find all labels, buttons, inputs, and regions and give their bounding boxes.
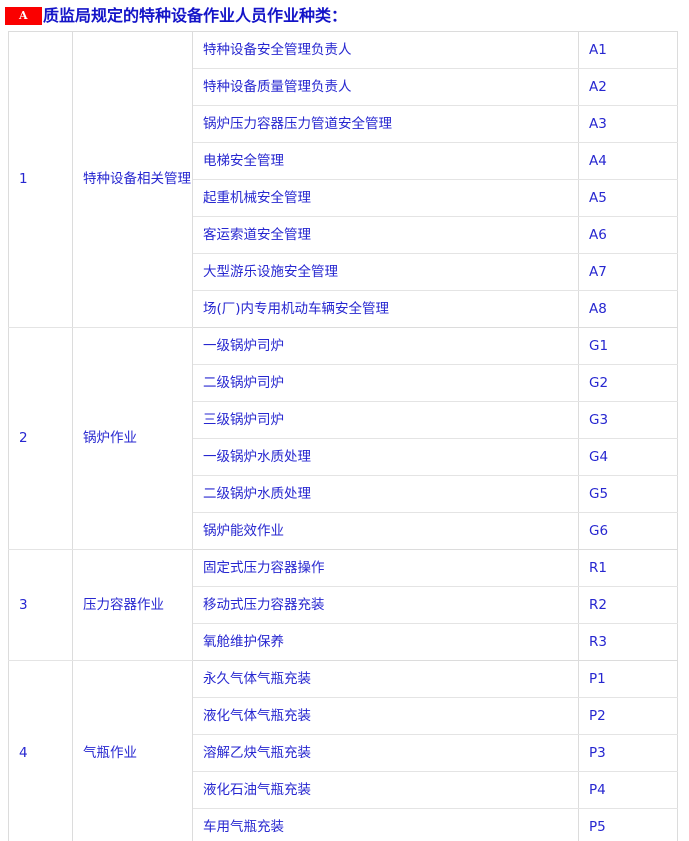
work-item-name-cell: 大型游乐设施安全管理 [192,253,579,291]
table-row: 一级锅炉水质处理 G4 [9,438,678,476]
work-item-code-cell: A3 [578,105,678,143]
work-item-code-cell: A8 [578,290,678,328]
work-kinds-table-body: 1 特种设备相关管理 特种设备安全管理负责人 A1 特种设备质量管理负责人 A2 锅炉压力容… [8,31,678,841]
work-item-code-cell: A4 [578,142,678,180]
table-row: 移动式压力容器充装 R2 [9,586,678,624]
work-item-name-cell: 液化气体气瓶充装 [192,697,579,735]
work-item-name-cell: 锅炉压力容器压力管道安全管理 [192,105,579,143]
group-category-cell: 气瓶作业 [72,660,193,841]
table-row: 二级锅炉司炉 G2 [9,364,678,402]
work-item-name-cell: 锅炉能效作业 [192,512,579,550]
table-row: 二级锅炉水质处理 G5 [9,475,678,513]
page-title: 质监局规定的特种设备作业人员作业种类： [43,5,348,25]
group-number-cell: 4 [8,660,73,841]
work-item-name-cell: 永久气体气瓶充装 [192,660,579,698]
work-item-code-cell: P4 [578,771,678,809]
work-item-code-cell: R1 [578,549,678,587]
section-badge-a: A [5,6,42,25]
table-row: 车用气瓶充装 P5 [9,808,678,841]
work-item-name-cell: 起重机械安全管理 [192,179,579,217]
work-item-name-cell: 客运索道安全管理 [192,216,579,254]
work-item-code-cell: G1 [578,327,678,365]
group-number-cell: 1 [8,31,73,328]
work-item-name-cell: 一级锅炉司炉 [192,327,579,365]
work-item-code-cell: A6 [578,216,678,254]
work-item-code-cell: G2 [578,364,678,402]
table-row: 锅炉能效作业 G6 [9,512,678,550]
work-item-code-cell: G4 [578,438,678,476]
table-row: 液化石油气瓶充装 P4 [9,771,678,809]
table-row: 电梯安全管理 A4 [9,142,678,180]
table-row: 锅炉压力容器压力管道安全管理 A3 [9,105,678,143]
work-item-name-cell: 特种设备质量管理负责人 [192,68,579,106]
table-row: 客运索道安全管理 A6 [9,216,678,254]
group-category-cell: 特种设备相关管理 [72,31,193,328]
table-row: 起重机械安全管理 A5 [9,179,678,217]
work-item-name-cell: 电梯安全管理 [192,142,579,180]
page-header: A 质监局规定的特种设备作业人员作业种类： [0,0,689,31]
table-row: 特种设备质量管理负责人 A2 [9,68,678,106]
group-category-cell: 压力容器作业 [72,549,193,661]
work-item-code-cell: P3 [578,734,678,772]
work-item-code-cell: A1 [578,31,678,69]
work-item-name-cell: 氧舱维护保养 [192,623,579,661]
group-category-cell: 锅炉作业 [72,327,193,550]
table-row: 三级锅炉司炉 G3 [9,401,678,439]
work-item-code-cell: P1 [578,660,678,698]
work-item-name-cell: 液化石油气瓶充装 [192,771,579,809]
work-item-code-cell: A7 [578,253,678,291]
work-item-name-cell: 二级锅炉水质处理 [192,475,579,513]
table-row: 液化气体气瓶充装 P2 [9,697,678,735]
table-row: 氧舱维护保养 R3 [9,623,678,661]
work-item-name-cell: 二级锅炉司炉 [192,364,579,402]
work-kinds-table: 1 特种设备相关管理 特种设备安全管理负责人 A1 特种设备质量管理负责人 A2 锅炉压力容… [8,31,678,841]
table-row: 大型游乐设施安全管理 A7 [9,253,678,291]
work-item-code-cell: A2 [578,68,678,106]
work-item-name-cell: 溶解乙炔气瓶充装 [192,734,579,772]
table-row: 溶解乙炔气瓶充装 P3 [9,734,678,772]
work-item-name-cell: 移动式压力容器充装 [192,586,579,624]
table-row: 4 气瓶作业 永久气体气瓶充装 P1 [8,660,678,841]
table-row: 场(厂)内专用机动车辆安全管理 A8 [9,290,678,328]
work-item-name-cell: 三级锅炉司炉 [192,401,579,439]
work-item-name-cell: 固定式压力容器操作 [192,549,579,587]
work-item-code-cell: P2 [578,697,678,735]
group-number-cell: 2 [8,327,73,550]
table-row: 2 锅炉作业 一级锅炉司炉 G1 [8,327,678,550]
work-item-code-cell: R2 [578,586,678,624]
work-item-code-cell: A5 [578,179,678,217]
table-row: 1 特种设备相关管理 特种设备安全管理负责人 A1 [8,31,678,328]
table-row: 3 压力容器作业 固定式压力容器操作 R1 [8,549,678,661]
work-item-code-cell: G6 [578,512,678,550]
work-item-code-cell: G5 [578,475,678,513]
work-item-name-cell: 车用气瓶充装 [192,808,579,841]
work-item-code-cell: G3 [578,401,678,439]
work-item-name-cell: 一级锅炉水质处理 [192,438,579,476]
group-number-cell: 3 [8,549,73,661]
work-item-code-cell: R3 [578,623,678,661]
work-item-name-cell: 场(厂)内专用机动车辆安全管理 [192,290,579,328]
work-item-code-cell: P5 [578,808,678,841]
table-container: 1 特种设备相关管理 特种设备安全管理负责人 A1 特种设备质量管理负责人 A2 锅炉压力容… [8,31,678,841]
work-item-name-cell: 特种设备安全管理负责人 [192,31,579,69]
